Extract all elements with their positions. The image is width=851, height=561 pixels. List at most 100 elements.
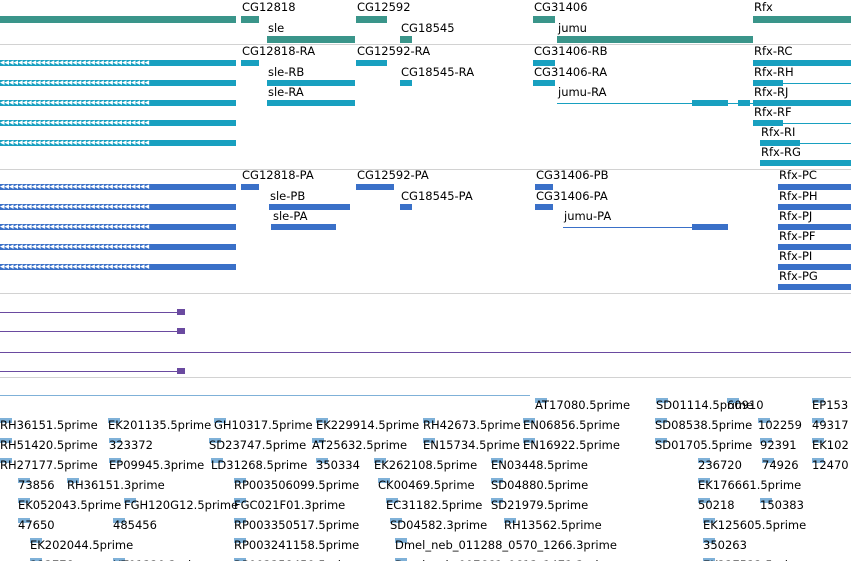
feature-block[interactable] <box>535 204 553 210</box>
est-feature[interactable] <box>535 397 547 403</box>
est-feature[interactable] <box>655 417 667 423</box>
feature-block[interactable] <box>778 244 851 250</box>
est-feature[interactable] <box>698 457 710 463</box>
est-feature[interactable] <box>234 517 246 523</box>
est-label[interactable]: Dmel_neb_007661_0613_1471.3prime <box>395 559 617 561</box>
transcript-label[interactable]: sle-RA <box>268 85 304 99</box>
est-feature[interactable] <box>386 497 398 503</box>
gene-bar[interactable] <box>241 15 259 23</box>
est-feature[interactable] <box>234 497 246 503</box>
gene-label-jumu[interactable]: jumu <box>558 21 587 35</box>
est-label[interactable]: 323778 <box>30 559 74 561</box>
est-feature[interactable] <box>18 477 30 483</box>
est-label[interactable]: SD01705.5prime <box>655 438 753 452</box>
est-label[interactable]: 92391 <box>760 438 797 452</box>
protein-label[interactable]: Rfx-PH <box>779 189 818 203</box>
cds-exons[interactable] <box>0 244 236 250</box>
protein-label[interactable]: CG31406-PA <box>536 189 608 203</box>
feature-block[interactable] <box>778 284 851 290</box>
transcript-label[interactable]: CG18545-RA <box>401 65 475 79</box>
gene-bar[interactable] <box>557 35 753 43</box>
gene-bar[interactable] <box>753 15 851 23</box>
protein-label[interactable]: Rfx-PI <box>779 249 813 263</box>
est-label[interactable]: RP003241158.5prime <box>234 538 360 552</box>
feature-block[interactable] <box>692 224 728 230</box>
est-feature[interactable] <box>523 417 535 423</box>
transcript-label[interactable]: CG31406-RB <box>534 44 608 58</box>
gene-bar[interactable] <box>533 15 555 23</box>
feature-block[interactable] <box>760 140 800 146</box>
est-label[interactable]: RH27177.5prime <box>0 458 98 472</box>
est-feature[interactable] <box>703 517 715 523</box>
est-label[interactable]: EK102 <box>812 438 849 452</box>
est-label[interactable]: 236720 <box>698 458 742 472</box>
est-feature[interactable] <box>504 517 516 523</box>
est-label[interactable]: EK229914.5prime <box>316 418 420 432</box>
est-label[interactable]: AT25632.5prime <box>312 438 408 452</box>
est-label[interactable]: EK227522.5prime <box>703 559 806 561</box>
cds-exons[interactable] <box>0 224 236 230</box>
est-label[interactable]: EC31182.5prime <box>386 498 483 512</box>
est-feature[interactable] <box>30 557 42 561</box>
est-label[interactable]: EN03448.5prime <box>491 458 588 472</box>
feature-block[interactable] <box>271 224 336 230</box>
est-feature[interactable] <box>703 557 715 561</box>
est-label[interactable]: RP003350517.5prime <box>234 518 360 532</box>
est-label[interactable]: EP09945.3prime <box>109 458 205 472</box>
gene-label-CG12818[interactable]: CG12818 <box>242 0 296 14</box>
est-feature[interactable] <box>113 557 125 561</box>
est-label[interactable]: 50218 <box>698 498 735 512</box>
est-feature[interactable] <box>378 477 390 483</box>
transcript-exons[interactable] <box>0 80 236 86</box>
est-label[interactable]: EK201135.5prime <box>108 418 212 432</box>
est-label[interactable]: 74926 <box>762 458 799 472</box>
feature-block[interactable] <box>533 60 555 66</box>
est-feature[interactable] <box>698 477 710 483</box>
est-label[interactable]: EK176661.5prime <box>698 478 802 492</box>
feature-block[interactable] <box>400 204 412 210</box>
est-label[interactable]: RH42673.5prime <box>423 418 521 432</box>
transcript-label[interactable]: sle-RB <box>268 65 305 79</box>
est-label[interactable]: RP003506099.5prime <box>234 478 360 492</box>
feature-block[interactable] <box>760 160 851 166</box>
feature-block[interactable] <box>778 224 851 230</box>
purple-feature-end[interactable] <box>177 368 185 374</box>
gene-label-CG12592[interactable]: CG12592 <box>357 0 411 14</box>
est-feature[interactable] <box>812 437 824 443</box>
cds-exons[interactable] <box>0 204 236 210</box>
feature-block[interactable] <box>267 100 355 106</box>
protein-label[interactable]: sle-PB <box>270 189 306 203</box>
gene-label-CG31406[interactable]: CG31406 <box>534 0 588 14</box>
feature-block[interactable] <box>269 204 350 210</box>
est-feature[interactable] <box>390 517 402 523</box>
est-label[interactable]: CK00469.5prime <box>378 478 475 492</box>
feature-block[interactable] <box>241 60 259 66</box>
transcript-label[interactable]: jumu-RA <box>558 85 607 99</box>
feature-block[interactable] <box>778 264 851 270</box>
protein-label[interactable]: Rfx-PG <box>779 269 818 283</box>
est-label[interactable]: LD31268.5prime <box>211 458 308 472</box>
est-label[interactable]: 73856 <box>18 478 55 492</box>
feature-block[interactable] <box>753 60 851 66</box>
est-feature[interactable] <box>703 537 715 543</box>
est-feature[interactable] <box>124 497 136 503</box>
est-label[interactable]: 49317 <box>812 418 849 432</box>
est-feature[interactable] <box>0 417 12 423</box>
est-feature[interactable] <box>656 397 668 403</box>
est-feature[interactable] <box>67 477 79 483</box>
est-feature[interactable] <box>18 497 30 503</box>
est-label[interactable]: 485456 <box>113 518 157 532</box>
est-label[interactable]: EP153 <box>812 398 849 412</box>
transcript-label[interactable]: CG12818-RA <box>242 44 316 58</box>
est-feature[interactable] <box>18 517 30 523</box>
feature-block[interactable] <box>692 100 728 106</box>
est-feature[interactable] <box>812 417 824 423</box>
est-feature[interactable] <box>760 497 772 503</box>
transcript-exons[interactable] <box>0 120 236 126</box>
transcript-label[interactable]: CG12592-RA <box>357 44 431 58</box>
est-feature[interactable] <box>109 437 121 443</box>
protein-label[interactable]: CG31406-PB <box>536 168 609 182</box>
est-feature[interactable] <box>0 457 12 463</box>
est-feature[interactable] <box>374 457 386 463</box>
est-feature[interactable] <box>812 397 824 403</box>
